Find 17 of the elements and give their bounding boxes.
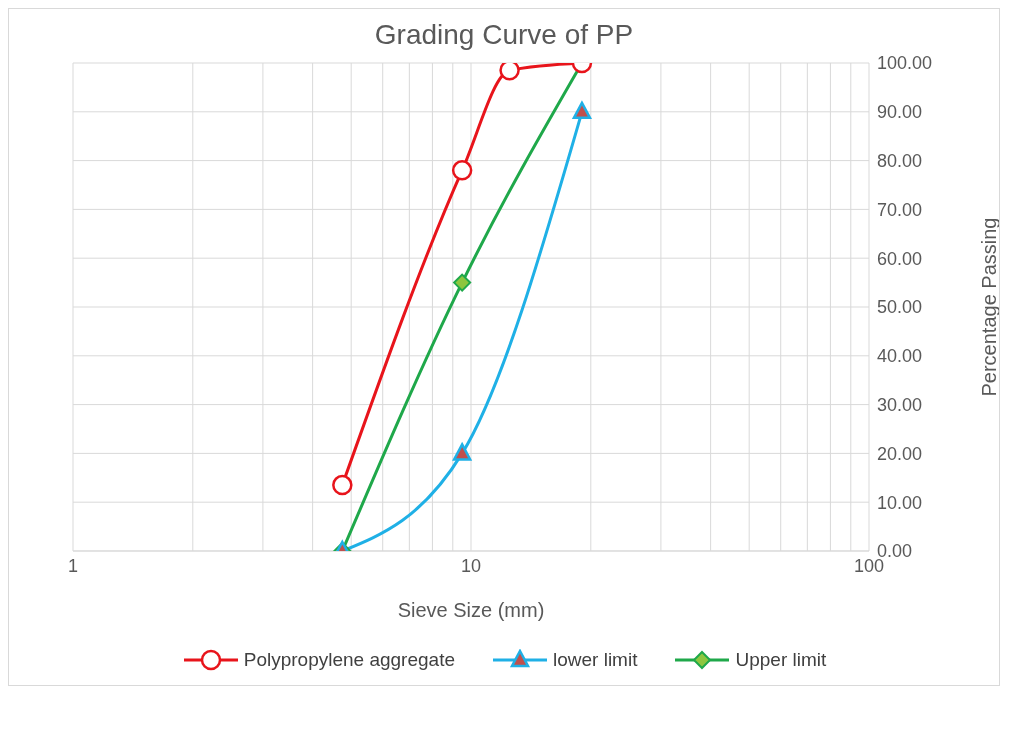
y-tick-label: 100.00	[877, 53, 933, 74]
y-tick-label: 20.00	[877, 443, 923, 464]
x-tick-label: 1	[67, 555, 79, 576]
y-tick-label: 10.00	[877, 492, 923, 513]
y-tick-label: 70.00	[877, 199, 923, 220]
legend-label: Polypropylene aggregate	[243, 649, 455, 671]
y-tick-label: 40.00	[877, 346, 923, 367]
y-tick-label: 50.00	[877, 297, 923, 318]
x-axis-title: Sieve Size (mm)	[397, 599, 545, 621]
x-tick-label: 10	[460, 555, 482, 576]
legend-label: lower limit	[553, 649, 638, 671]
chart-title: Grading Curve of PP	[373, 18, 635, 51]
y-tick-label: 80.00	[877, 150, 923, 171]
legend-label: Upper limit	[735, 649, 827, 671]
y-tick-label: 60.00	[877, 248, 923, 269]
y-tick-label: 30.00	[877, 394, 923, 415]
y-tick-label: 90.00	[877, 102, 923, 123]
